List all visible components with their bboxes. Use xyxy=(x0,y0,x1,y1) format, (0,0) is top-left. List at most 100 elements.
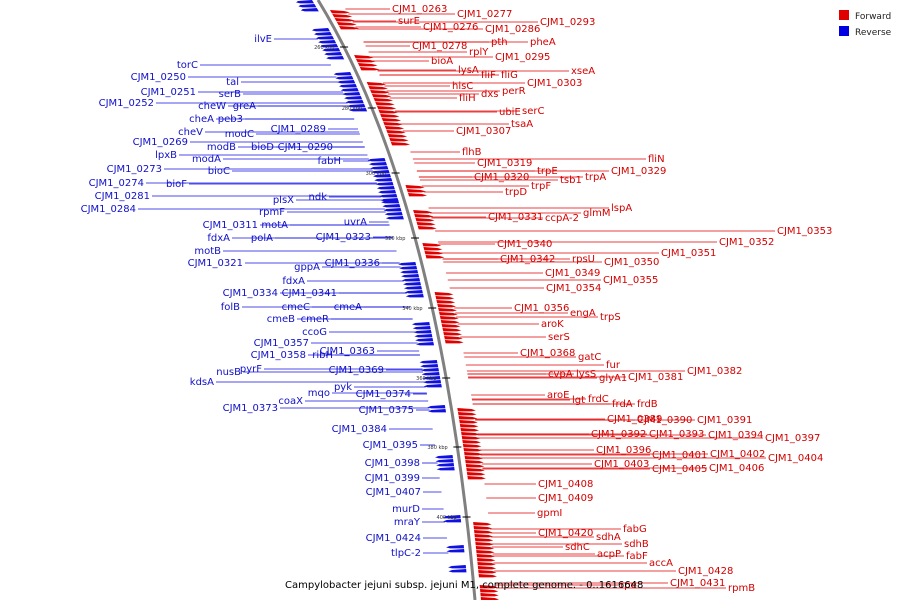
gene-label-reverse: modC xyxy=(225,129,254,140)
forward-gene xyxy=(474,534,493,538)
gene-label-reverse: fdxA xyxy=(282,276,305,287)
forward-gene xyxy=(415,218,435,222)
gene-label-forward: fliH xyxy=(459,93,476,104)
forward-gene xyxy=(371,94,392,98)
gene-label-reverse: CJM1_0341 xyxy=(282,288,337,299)
gene-label-reverse: CJM1_0373 xyxy=(223,403,278,414)
gene-label-forward: trpD xyxy=(505,187,527,198)
forward-gene xyxy=(480,589,499,593)
reverse-gene xyxy=(367,158,386,162)
forward-gene xyxy=(425,255,445,259)
gene-label-reverse: CJM1_0273 xyxy=(107,164,162,175)
reverse-gene xyxy=(300,8,319,12)
forward-gene xyxy=(476,554,495,558)
gene-label-forward: fliN xyxy=(648,154,665,165)
forward-gene xyxy=(373,98,394,102)
gene-label-forward: glyA1 xyxy=(599,373,627,384)
gene-label-forward: CJM1_0409 xyxy=(538,493,593,504)
gene-label-forward: dxs xyxy=(481,89,498,100)
gene-label-reverse: fdxA xyxy=(207,233,230,244)
reverse-gene xyxy=(427,405,446,409)
reverse-gene xyxy=(446,549,465,553)
reverse-gene xyxy=(423,384,442,388)
forward-gene xyxy=(359,67,380,71)
label-leader-lines xyxy=(138,8,775,589)
reverse-gene xyxy=(370,166,389,170)
reverse-gene xyxy=(420,364,439,368)
gene-label-forward: CJM1_0404 xyxy=(768,453,823,464)
gene-label-reverse: CJM1_0398 xyxy=(365,458,420,469)
gene-label-reverse: motA xyxy=(261,220,288,231)
gene-label-forward: CJM1_0431 xyxy=(670,578,725,589)
gene-label-forward: accA xyxy=(649,558,673,569)
reverse-gene xyxy=(376,186,395,190)
forward-gene xyxy=(441,324,461,328)
gene-label-forward: rpsU xyxy=(572,254,595,265)
gene-label-reverse: modB xyxy=(207,142,236,153)
reverse-gene xyxy=(421,372,440,376)
forward-gene xyxy=(339,26,359,30)
forward-gene xyxy=(475,542,494,546)
forward-gene xyxy=(467,476,486,480)
gene-label-forward: serS xyxy=(548,332,570,343)
forward-gene xyxy=(336,22,357,26)
gene-label-forward: CJM1_0320 xyxy=(474,172,529,183)
reverse-gene xyxy=(339,84,358,88)
gene-label-forward: flhB xyxy=(462,147,482,158)
gene-label-forward: CJM1_0350 xyxy=(604,257,659,268)
gene-label-forward: CJM1_0381 xyxy=(628,372,683,383)
gene-label-reverse: mqo xyxy=(308,388,330,399)
forward-gene xyxy=(387,134,408,138)
reverse-gene xyxy=(373,174,392,178)
kbp-tick-label: 260 kbp xyxy=(314,45,334,51)
gene-label-forward: fabG xyxy=(623,524,647,535)
reverse-gene xyxy=(419,360,438,364)
reverse-gene xyxy=(337,80,356,84)
gene-label-forward: CJM1_0382 xyxy=(687,366,742,377)
gene-label-forward: pheA xyxy=(530,37,556,48)
genome-backbone-arc xyxy=(316,0,477,600)
reverse-gene xyxy=(436,467,455,471)
reverse-gene xyxy=(436,463,455,467)
gene-label-forward: CJM1_0356 xyxy=(514,303,569,314)
gene-label-forward: aroE xyxy=(547,390,569,401)
reverse-gene xyxy=(416,342,435,346)
gene-label-reverse: CJM1_0311 xyxy=(203,220,258,231)
forward-gene xyxy=(462,440,481,444)
forward-gene xyxy=(416,222,436,226)
forward-gene xyxy=(407,193,428,197)
forward-gene xyxy=(440,320,460,324)
gene-label-forward: CJM1_0420 xyxy=(538,528,593,539)
forward-gene xyxy=(439,312,458,316)
gene-label-forward: lspA xyxy=(611,203,632,214)
reverse-gene xyxy=(326,56,345,60)
forward-gene xyxy=(480,593,499,597)
kbp-ticks: 260 kbp 280 kbp 300 kbp 320 kbp 340 kbp 360 k… xyxy=(314,45,471,521)
gene-label-forward: tsb1 xyxy=(560,175,582,186)
forward-gene xyxy=(480,597,499,600)
forward-gene xyxy=(436,300,456,304)
gene-label-forward: CJM1_0277 xyxy=(457,9,512,20)
forward-gene xyxy=(389,138,409,142)
gene-label-forward: CJM1_0408 xyxy=(538,479,593,490)
forward-gene xyxy=(479,585,498,589)
forward-gene xyxy=(462,444,482,448)
forward-gene xyxy=(465,464,485,468)
reverse-gene xyxy=(412,326,431,330)
gene-label-forward: gatC xyxy=(578,352,601,363)
reverse-gene xyxy=(403,286,422,290)
gene-label-forward: sdhB xyxy=(624,539,649,550)
gene-label-forward: fliF xyxy=(481,70,496,81)
forward-gene xyxy=(444,336,463,340)
gene-label-reverse: cmeR xyxy=(301,314,329,325)
forward-gene xyxy=(375,102,395,106)
reverse-gene xyxy=(413,330,432,334)
gene-label-forward: CJM1_0263 xyxy=(392,4,447,15)
forward-gene xyxy=(437,304,457,308)
gene-label-reverse: ccoG xyxy=(302,327,327,338)
reverse-gene xyxy=(335,76,354,80)
forward-gene xyxy=(459,424,479,428)
reverse-gene xyxy=(347,104,366,108)
gene-label-forward: CJM1_0286 xyxy=(485,24,540,35)
